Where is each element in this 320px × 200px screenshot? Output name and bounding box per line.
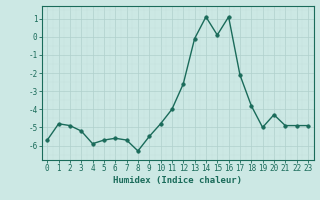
X-axis label: Humidex (Indice chaleur): Humidex (Indice chaleur) [113,176,242,185]
